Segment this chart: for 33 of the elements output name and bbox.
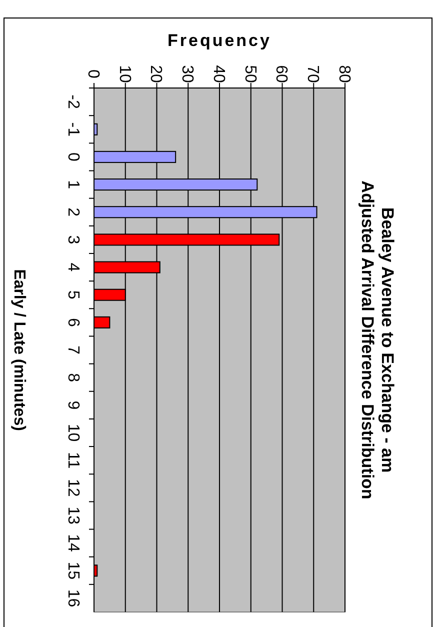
y-tick-label: 0 [64,152,82,162]
x-tick-label: 60 [272,65,290,83]
x-tick-label: 30 [178,65,196,83]
y-tick-label: 13 [64,506,82,524]
y-tick-label: 12 [64,478,82,497]
x-tick-label: 50 [241,65,258,83]
x-axis-title: Frequency [168,31,272,50]
bar [94,316,110,328]
y-axis-title: Early / Late (minutes) [10,269,28,431]
y-tick-label: 11 [64,452,82,469]
x-tick-label: 70 [304,65,322,83]
y-tick-label: 14 [64,534,82,552]
y-tick-label: 8 [64,373,82,382]
text: Bealey Avenue to Exchange - am [378,207,398,473]
y-tick-label: 3 [64,235,82,244]
y-tick-label: 2 [64,208,82,217]
x-tick-label: 80 [335,65,352,83]
x-tick-label: 20 [147,65,164,83]
y-tick-label: 10 [64,424,82,442]
y-tick-label: 1 [64,180,82,190]
x-tick-label: 40 [210,65,227,83]
y-tick-label: 7 [64,346,82,355]
y-tick-label: 6 [64,318,82,327]
y-tick-label: 16 [64,589,82,608]
y-tick-label: 4 [64,262,82,272]
y-tick-label: 5 [64,290,82,300]
y-tick-label: -1 [64,122,82,137]
x-tick-label: 10 [116,65,133,83]
x-tick-label: 0 [84,70,102,79]
y-tick-label: 9 [64,400,82,410]
y-tick-label: -2 [64,94,82,109]
text: Adjusted Arrival Difference Distribution [358,180,378,500]
y-tick-label: 15 [64,562,82,580]
